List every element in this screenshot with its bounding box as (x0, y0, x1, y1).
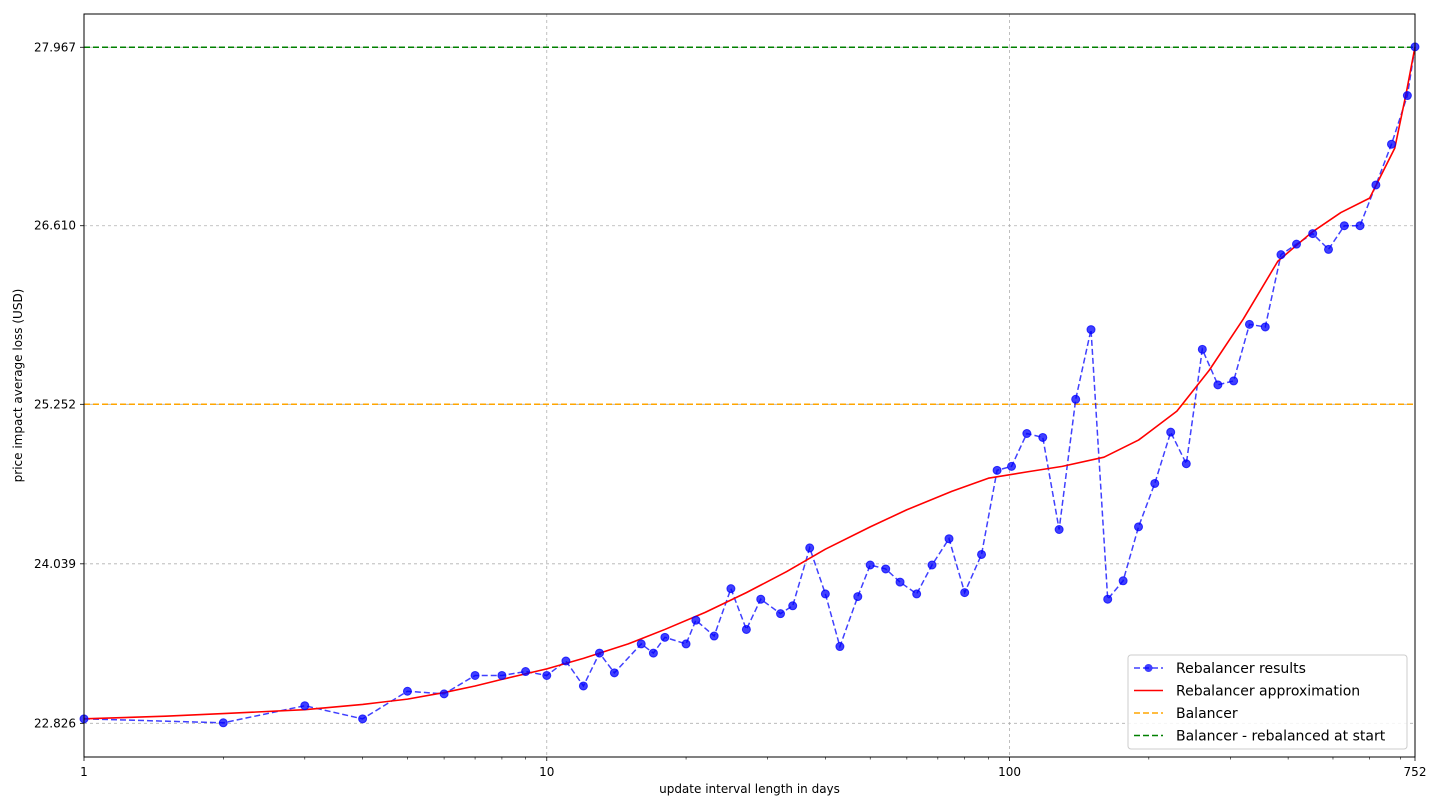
rebalancer-results-point (1355, 221, 1365, 231)
rebalancer-results-point (470, 670, 480, 680)
rebalancer-results-point (609, 668, 619, 678)
rebalancer-approximation-line (83, 46, 1416, 720)
reference-lines (84, 46, 1415, 406)
rebalancer-results-point (1118, 576, 1128, 586)
rebalancer-results-point (895, 577, 905, 587)
rebalancer-results-point (402, 686, 412, 696)
rebalancer-results-point (1197, 344, 1207, 354)
rebalancer-results-point (636, 639, 646, 649)
legend-marker (1144, 664, 1153, 672)
rebalancer-results-point (1007, 461, 1017, 471)
rebalancer-results-point (865, 560, 875, 570)
x-tick-label: 752 (1404, 765, 1427, 779)
rebalancer-results-point (726, 584, 736, 594)
rebalancer-results-point (561, 656, 571, 666)
rebalancer-results-point (1276, 250, 1286, 260)
rebalancer-results-point (578, 681, 588, 691)
rebalancer-results-point (1229, 376, 1239, 386)
rebalancer-results-point (1371, 180, 1381, 190)
plot-frame (83, 13, 1416, 758)
x-tick-label: 1 (80, 765, 88, 779)
y-tick-label: 24.039 (34, 557, 76, 571)
rebalancer-results-point (497, 670, 507, 680)
rebalancer-results-point (1038, 432, 1048, 442)
rebalancer-results-point (1402, 91, 1412, 101)
legend: Rebalancer results Rebalancer approximati… (1127, 654, 1408, 750)
rebalancer-results-point (1166, 427, 1176, 437)
y-tick-label: 27.967 (34, 40, 76, 54)
axis-ticks: 1 10 100 752 22.826 24.039 25.252 26.610 27.967 (34, 40, 1426, 779)
rebalancer-results-line (83, 46, 1416, 724)
x-tick-label: 10 (539, 765, 554, 779)
rebalancer-results-point (1386, 139, 1396, 149)
legend-label: Rebalancer results (1176, 661, 1306, 677)
rebalancer-results-point (1339, 221, 1349, 231)
y-tick-label: 26.610 (34, 219, 76, 233)
rebalancer-results-point (944, 534, 954, 544)
rebalancer-results-point (853, 592, 863, 602)
rebalancer-results-point (805, 543, 815, 553)
y-axis-label: price impact average loss (USD) (11, 289, 25, 483)
rebalancer-results-point (1324, 244, 1334, 254)
rebalancer-results-point (648, 648, 658, 658)
rebalancer-results-point (1213, 380, 1223, 390)
data-markers (79, 42, 1420, 728)
rebalancer-results-point (358, 714, 368, 724)
legend-label: Rebalancer approximation (1176, 684, 1360, 700)
rebalancer-results-point (1308, 229, 1318, 239)
rebalancer-results-point (521, 667, 531, 677)
rebalancer-results-point (218, 718, 228, 728)
rebalancer-results-point (1244, 319, 1254, 329)
rebalancer-results-point (741, 624, 751, 634)
rebalancer-results-point (542, 670, 552, 680)
legend-box (1127, 654, 1408, 750)
rebalancer-results-point (756, 594, 766, 604)
rebalancer-results-point (1086, 325, 1096, 335)
rebalancer-results-point (1103, 594, 1113, 604)
legend-label: Balancer (1176, 706, 1238, 722)
rebalancer-results-point (977, 549, 987, 559)
rebalancer-results-point (660, 632, 670, 642)
rebalancer-results-point (681, 639, 691, 649)
rebalancer-results-point (835, 642, 845, 652)
series-lines (83, 46, 1416, 724)
y-tick-label: 25.252 (34, 397, 76, 411)
rebalancer-results-point (960, 588, 970, 598)
rebalancer-results-point (1022, 428, 1032, 438)
rebalancer-results-point (927, 560, 937, 570)
rebalancer-results-point (300, 701, 310, 711)
rebalancer-results-point (1134, 522, 1144, 532)
rebalancer-results-point (691, 615, 701, 625)
rebalancer-results-point (1054, 524, 1064, 534)
rebalancer-results-point (1071, 394, 1081, 404)
rebalancer-results-point (1181, 459, 1191, 469)
rebalancer-results-point (1150, 478, 1160, 488)
rebalancer-results-point (912, 589, 922, 599)
rebalancer-results-point (439, 689, 449, 699)
rebalancer-results-point (992, 465, 1002, 475)
legend-label: Balancer - rebalanced at start (1176, 729, 1386, 745)
x-tick-label: 100 (998, 765, 1021, 779)
rebalancer-results-point (1291, 239, 1301, 249)
rebalancer-results-point (820, 589, 830, 599)
rebalancer-results-point (788, 601, 798, 611)
rebalancer-results-point (776, 609, 786, 619)
rebalancer-results-point (594, 648, 604, 658)
rebalancer-results-point (1260, 322, 1270, 332)
rebalancer-results-point (881, 564, 891, 574)
rebalancer-results-point (709, 631, 719, 641)
x-axis-label: update interval length in days (659, 782, 840, 796)
y-tick-label: 22.826 (34, 716, 76, 730)
